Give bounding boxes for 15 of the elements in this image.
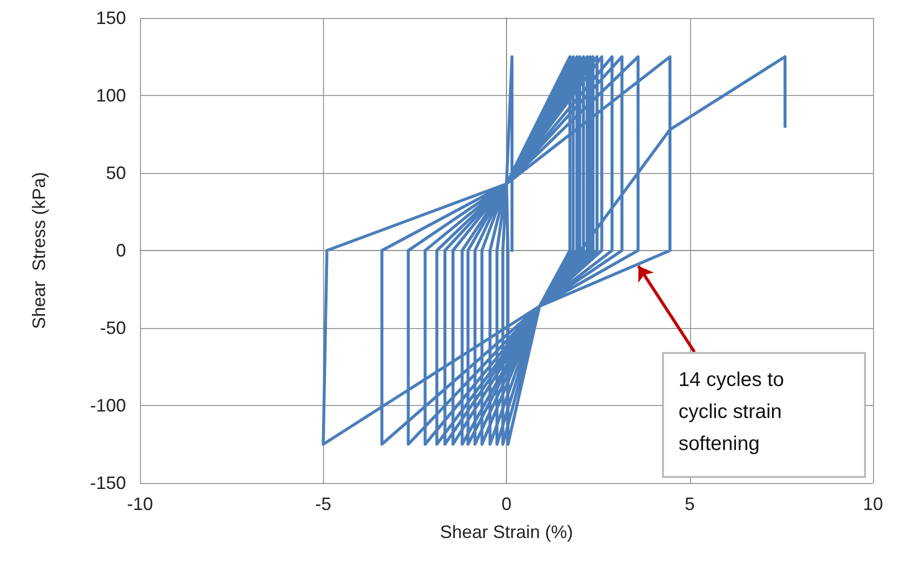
y-tick-label: 150 xyxy=(96,8,126,28)
x-tick-label: -5 xyxy=(315,494,332,514)
y-tick-label: -50 xyxy=(100,318,126,338)
x-axis-title: Shear Strain (%) xyxy=(440,522,574,542)
y-axis-title: Shear Stress (kPa) xyxy=(29,172,49,330)
y-tick-label: 50 xyxy=(106,163,126,183)
y-tick-label: 100 xyxy=(96,86,126,106)
y-tick-label: -100 xyxy=(90,396,126,416)
y-tick-label: 0 xyxy=(116,240,126,260)
x-tick-label: 10 xyxy=(862,494,884,514)
text-box: 14 cycles to cyclic strain softening xyxy=(662,352,866,478)
y-tick-label: -150 xyxy=(90,473,126,493)
x-tick-label: -10 xyxy=(126,494,154,514)
x-tick-label: 5 xyxy=(684,494,695,514)
x-tick-label: 0 xyxy=(501,494,512,514)
